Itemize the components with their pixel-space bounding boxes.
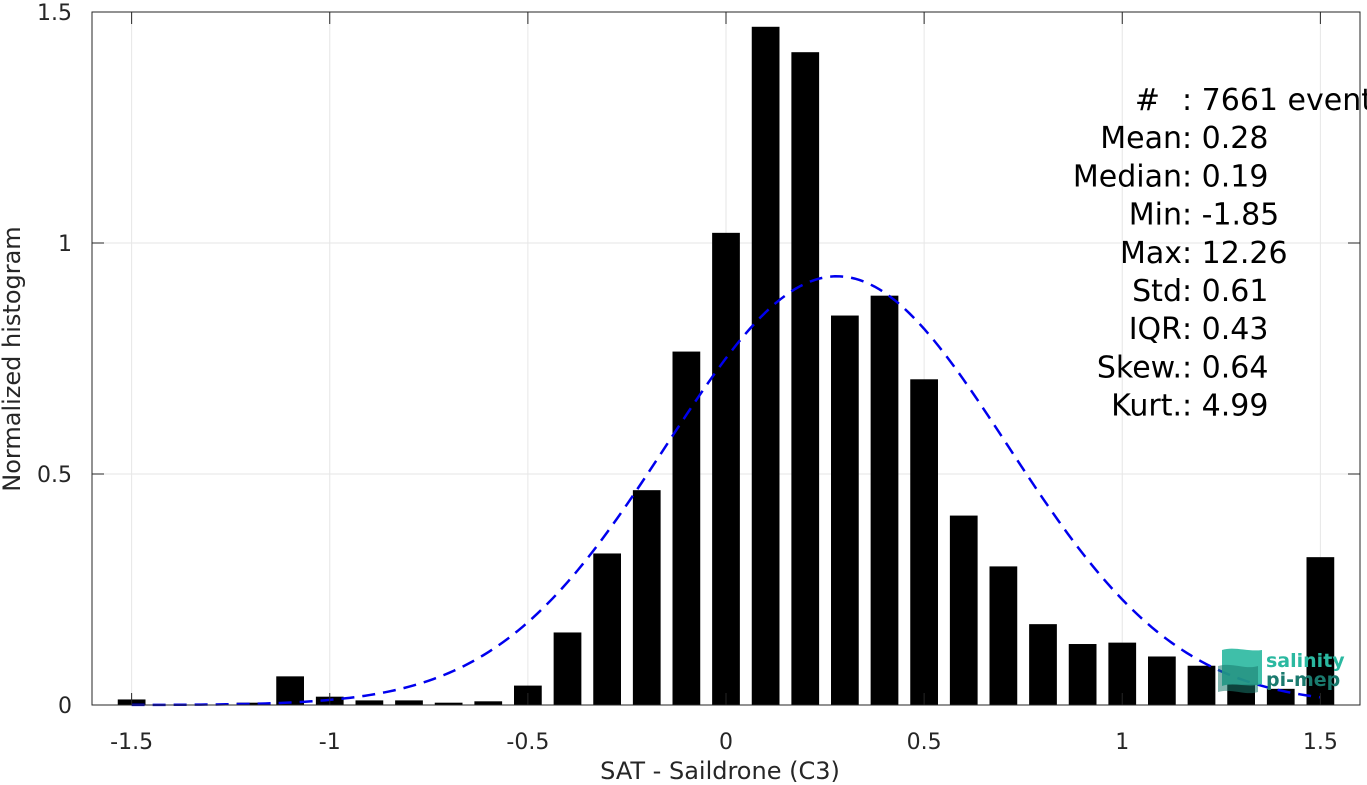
stat-value: : 0.28 [1182,121,1268,156]
stat-label: Min [1129,198,1182,233]
logo-text-pimep: pi-mep [1266,669,1340,691]
x-tick-label: -1.5 [110,730,153,755]
x-tick-label: 0 [719,730,733,755]
ticks [92,11,1360,706]
logo-text-salinity: salinity [1266,650,1345,672]
y-tick-labels: 0 0.5 1 1.5 [37,1,72,719]
bars [117,26,1335,706]
histogram-bar [831,315,859,705]
stat-value: : 12.26 [1182,236,1288,271]
histogram-bar [355,700,384,705]
histogram-bar [1187,665,1216,705]
histogram-bar [553,632,582,705]
y-tick-label: 1.5 [37,1,72,26]
histogram-bar [236,702,265,705]
histogram-bar [1306,557,1335,705]
histogram-bar [1068,644,1097,705]
stat-value: : 0.43 [1182,312,1268,347]
histogram-bar [395,700,423,705]
stat-value: : 7661 events [1182,83,1367,118]
x-axis-title: SAT - Saildrone (C3) [600,757,840,785]
histogram-bar [593,553,621,705]
x-tick-label: -0.5 [506,730,549,755]
histogram-bar [910,379,938,705]
histogram-bar [949,515,978,705]
y-axis-title: Normalized histogram [0,226,26,491]
salinity-pimep-logo: salinity pi-mep [1218,648,1345,694]
histogram-bar [870,295,899,705]
stat-value: : 0.61 [1182,274,1268,309]
x-tick-label: 0.5 [907,730,942,755]
x-tick-label: 1 [1115,730,1129,755]
stat-label: # [1135,83,1160,118]
histogram-bar [434,702,463,705]
histogram-bar [632,490,661,705]
histogram-bar [751,26,780,706]
y-tick-label: 1 [58,232,72,257]
histogram-bar [276,676,304,705]
logo-wave-icon-back [1218,664,1258,694]
stat-label: Std [1132,274,1182,309]
x-tick-label: -1 [319,730,341,755]
stat-value: : -1.85 [1182,198,1279,233]
x-tick-labels: -1.5 -1 -0.5 0 0.5 1 1.5 [110,730,1338,755]
stat-label: Max [1120,236,1182,271]
y-tick-label: 0 [58,694,72,719]
histogram-bar [989,566,1018,705]
y-tick-label: 0.5 [37,463,72,488]
stat-label: Skew. [1097,350,1182,385]
stat-label: IQR [1129,312,1182,347]
histogram-bar [1148,656,1176,705]
histogram-bar [672,351,701,705]
stat-label: Mean [1100,121,1182,156]
stat-value: : 4.99 [1182,389,1268,424]
histogram-bar [791,52,820,706]
stat-label: Kurt. [1111,389,1182,424]
stat-value: : 0.64 [1182,350,1268,385]
histogram-bar [1029,624,1057,705]
x-tick-label: 1.5 [1303,730,1338,755]
stat-label: Median [1073,159,1182,194]
stat-value: : 0.19 [1182,159,1268,194]
histogram-bar [712,232,740,705]
histogram-bar [474,701,503,705]
